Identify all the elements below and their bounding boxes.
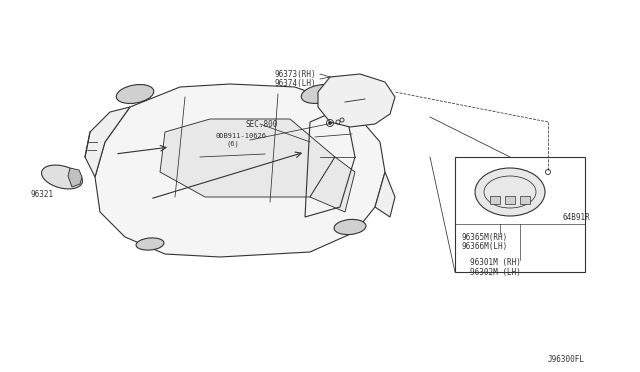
PathPatch shape: [68, 168, 82, 187]
PathPatch shape: [95, 84, 385, 257]
Bar: [490, 196, 500, 204]
Text: 0DB911-10626: 0DB911-10626: [215, 133, 266, 139]
Text: 96366M(LH): 96366M(LH): [462, 241, 508, 250]
Bar: [455, 157, 585, 272]
Ellipse shape: [334, 219, 366, 235]
PathPatch shape: [318, 74, 395, 127]
Text: 96373(RH): 96373(RH): [275, 70, 317, 78]
Text: 96374(LH): 96374(LH): [275, 78, 317, 87]
Text: 96302M (LH): 96302M (LH): [470, 267, 521, 276]
PathPatch shape: [85, 107, 130, 177]
Text: 96321: 96321: [31, 189, 54, 199]
Ellipse shape: [136, 238, 164, 250]
Text: J96300FL: J96300FL: [548, 355, 585, 363]
Ellipse shape: [475, 168, 545, 216]
Text: 96301M (RH): 96301M (RH): [470, 259, 521, 267]
Ellipse shape: [301, 84, 339, 103]
PathPatch shape: [310, 157, 355, 212]
Circle shape: [328, 122, 332, 125]
Text: 64B91R: 64B91R: [563, 212, 591, 221]
Text: 96365M(RH): 96365M(RH): [462, 232, 508, 241]
PathPatch shape: [375, 172, 395, 217]
Text: (6): (6): [226, 141, 239, 147]
Ellipse shape: [42, 165, 83, 189]
Ellipse shape: [116, 84, 154, 103]
Text: SEC.800: SEC.800: [245, 119, 277, 128]
PathPatch shape: [160, 119, 335, 197]
Bar: [520, 196, 530, 204]
Bar: [505, 196, 515, 204]
